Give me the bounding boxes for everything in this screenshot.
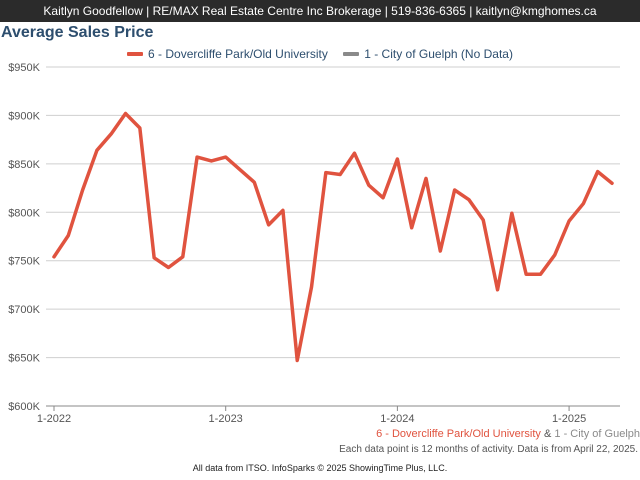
- y-tick-label: $850K: [8, 159, 40, 171]
- x-tick-label: 1-2023: [209, 413, 243, 425]
- x-tick-label: 1-2024: [380, 413, 414, 425]
- footer-series-primary: 6 - Dovercliffe Park/Old University: [376, 428, 541, 440]
- line-chart: $600K $650K $700K $750K $800K $850K $900K $950K…: [8, 62, 620, 425]
- y-tick-label: $650K: [8, 353, 40, 365]
- legend-label-series2: 1 - City of Guelph (No Data): [364, 47, 513, 61]
- y-tick-label: $700K: [8, 304, 40, 316]
- y-tick-label: $750K: [8, 256, 40, 268]
- chart-title: Average Sales Price: [1, 24, 154, 41]
- legend-item-series1[interactable]: 6 - Dovercliffe Park/Old University: [127, 47, 328, 61]
- footer-note: Each data point is 12 months of activity…: [339, 444, 638, 455]
- header-contact-text: Kaitlyn Goodfellow | RE/MAX Real Estate …: [43, 4, 597, 18]
- footer-source: All data from ITSO. InfoSparks © 2025 Sh…: [192, 463, 448, 473]
- header-bar: Kaitlyn Goodfellow | RE/MAX Real Estate …: [0, 0, 640, 22]
- legend-item-series2[interactable]: 1 - City of Guelph (No Data): [343, 47, 513, 61]
- y-tick-label: $900K: [8, 110, 40, 122]
- legend-label-series1: 6 - Dovercliffe Park/Old University: [148, 47, 328, 61]
- y-tick-label: $600K: [8, 401, 40, 413]
- legend-swatch-series1: [127, 52, 144, 56]
- x-tick-label: 1-2022: [37, 413, 71, 425]
- x-tick-label: 1-2025: [552, 413, 586, 425]
- series-line-dovercliffe: [52, 111, 614, 363]
- y-tick-label: $800K: [8, 207, 40, 219]
- legend-swatch-series2: [343, 52, 360, 56]
- y-tick-label: $950K: [8, 62, 40, 74]
- footer-ampersand: &: [544, 428, 552, 440]
- chart-legend: 6 - Dovercliffe Park/Old University 1 - …: [0, 45, 640, 61]
- footer-series-names: 6 - Dovercliffe Park/Old University & 1 …: [376, 428, 640, 440]
- footer-series-secondary: 1 - City of Guelph: [554, 428, 640, 440]
